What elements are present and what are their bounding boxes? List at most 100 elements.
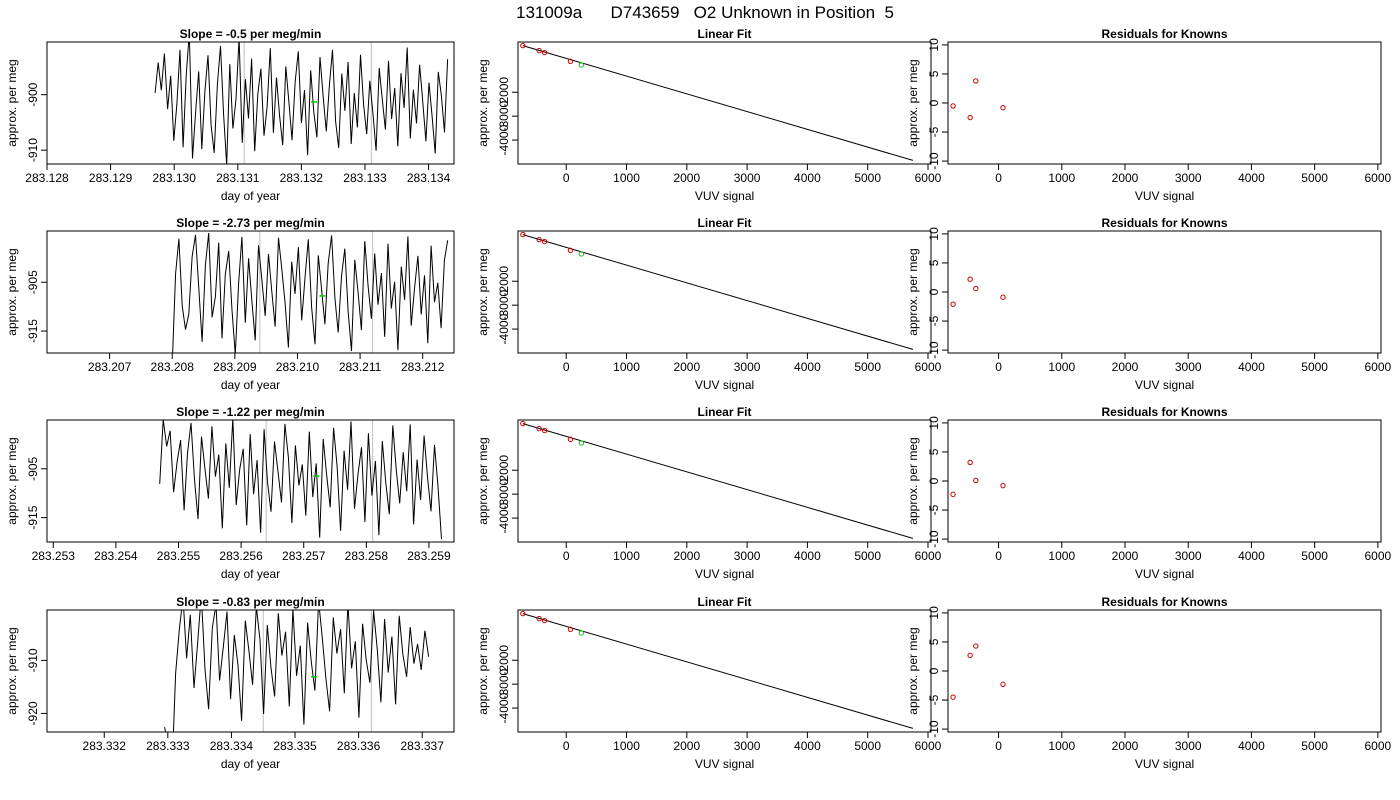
x-tick-label: 283.208 [151, 360, 195, 374]
x-tick-label: 283.207 [88, 360, 132, 374]
plot-frame [46, 609, 455, 733]
x-tick-label: 283.337 [401, 739, 445, 753]
unknown-point [578, 62, 585, 68]
known-point [536, 425, 542, 432]
x-axis-label: VUV signal [1135, 189, 1194, 203]
x-tick-label: 283.336 [337, 739, 381, 753]
y-axis-label: approx. per meg [476, 59, 490, 146]
known-point [541, 427, 548, 434]
known-point [541, 617, 548, 624]
x-tick-label: 2000 [1112, 171, 1139, 185]
y-tick-label: 5 [927, 70, 941, 77]
y-tick-label: -915 [26, 505, 40, 529]
x-tick-label: 5000 [1301, 360, 1328, 374]
panel-title: Slope = -0.5 per meg/min [180, 27, 322, 41]
plot-area [950, 643, 1006, 700]
known-point [520, 610, 526, 617]
y-tick-label: 10 [927, 227, 941, 241]
panel-title: Linear Fit [697, 27, 751, 41]
panel-title: Residuals for Knowns [1101, 595, 1227, 609]
y-tick-label: -10 [927, 530, 941, 548]
unknown-point [578, 251, 585, 257]
x-tick-label: 1000 [613, 171, 640, 185]
y-axis-label: approx. per meg [5, 248, 19, 335]
y-tick-label: -2000 [497, 77, 511, 108]
fit-line [522, 423, 914, 539]
y-tick-label: 10 [927, 38, 941, 52]
y-tick-label: 10 [927, 606, 941, 620]
x-tick-label: 283.332 [83, 739, 127, 753]
fit-line [522, 234, 914, 350]
y-tick-label: -910 [26, 648, 40, 672]
known-point [1000, 104, 1006, 111]
known-point [973, 643, 979, 649]
x-axis-label: day of year [221, 189, 280, 203]
x-tick-label: 0 [995, 360, 1002, 374]
plot-area [520, 610, 914, 729]
x-tick-label: 4000 [794, 739, 821, 753]
y-tick-label: -10 [927, 341, 941, 359]
y-tick-label: -900 [26, 82, 40, 106]
panel-title: Residuals for Knowns [1101, 405, 1227, 419]
x-tick-label: 283.254 [94, 549, 138, 563]
x-axis-label: VUV signal [695, 567, 754, 581]
known-point [541, 49, 548, 56]
x-tick-label: 283.130 [152, 171, 196, 185]
panel-5: Linear Fit VUV signal approx. per meg 0 1000… [476, 216, 942, 392]
series-line [154, 42, 449, 164]
y-tick-label: 5 [927, 448, 941, 455]
panel-4: Slope = -2.73 per meg/min day of year appr… [5, 216, 455, 392]
y-tick-label: 0 [927, 477, 941, 484]
x-tick-label: 2000 [1112, 739, 1139, 753]
x-tick-label: 283.258 [345, 549, 389, 563]
x-tick-label: 283.255 [157, 549, 201, 563]
x-tick-label: 1000 [613, 360, 640, 374]
y-axis-label: approx. per meg [906, 248, 920, 335]
panel-title: Residuals for Knowns [1101, 216, 1227, 230]
known-point [567, 436, 574, 443]
known-point [567, 247, 574, 254]
y-tick-label: 0 [927, 667, 941, 674]
x-tick-label: 6000 [915, 739, 942, 753]
known-point [536, 236, 542, 243]
x-tick-label: 6000 [1364, 171, 1391, 185]
x-tick-label: 3000 [734, 171, 761, 185]
panel-title: Slope = -0.83 per meg/min [176, 595, 324, 609]
x-tick-label: 0 [995, 171, 1002, 185]
plot-frame [517, 419, 932, 543]
x-tick-label: 0 [563, 360, 570, 374]
panel-9: Residuals for Knowns VUV signal approx. pe… [906, 405, 1392, 581]
y-tick-label: -5 [927, 694, 941, 705]
x-tick-label: 5000 [854, 171, 881, 185]
x-tick-label: 1000 [1048, 171, 1075, 185]
series-line [164, 610, 430, 732]
y-axis-label: approx. per meg [476, 248, 490, 335]
x-tick-label: 3000 [734, 739, 761, 753]
y-tick-label: 5 [927, 259, 941, 266]
y-tick-label: -2000 [497, 266, 511, 297]
panel-11: Linear Fit VUV signal approx. per meg 0 1000… [476, 595, 942, 771]
x-tick-label: 283.129 [89, 171, 133, 185]
panel-8: Linear Fit VUV signal approx. per meg 0 1000… [476, 405, 942, 581]
x-axis-label: VUV signal [695, 378, 754, 392]
plot-frame [517, 609, 932, 733]
series-line [159, 420, 442, 540]
plot-area [520, 420, 914, 539]
x-tick-label: 1000 [613, 549, 640, 563]
y-tick-label: 0 [927, 99, 941, 106]
y-tick-label: -910 [26, 138, 40, 162]
panel-10: Slope = -0.83 per meg/min day of year appr… [5, 595, 455, 771]
x-axis-label: day of year [221, 567, 280, 581]
panel-2: Linear Fit VUV signal approx. per meg 0 1000… [476, 27, 942, 203]
plot-frame [947, 230, 1382, 354]
x-tick-label: 283.334 [210, 739, 254, 753]
panel-title: Linear Fit [697, 405, 751, 419]
x-tick-label: 1000 [1048, 360, 1075, 374]
plot-area [172, 231, 449, 353]
y-tick-label: -3000 [497, 100, 511, 131]
plot-area [164, 610, 430, 732]
x-tick-label: 283.132 [280, 171, 324, 185]
x-tick-label: 283.134 [407, 171, 451, 185]
panel-6: Residuals for Knowns VUV signal approx. pe… [906, 216, 1392, 392]
